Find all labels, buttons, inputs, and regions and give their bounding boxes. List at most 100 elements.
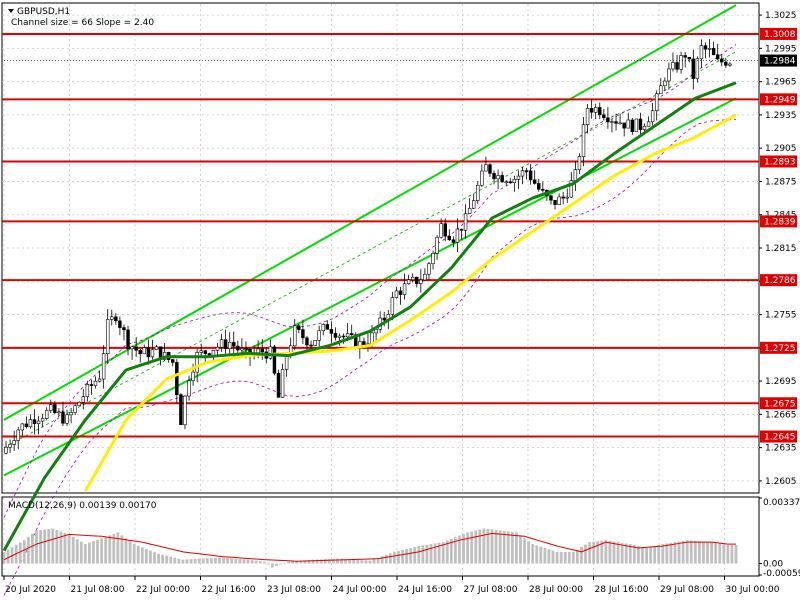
macd-bar xyxy=(336,558,339,564)
macd-bar xyxy=(295,560,299,564)
macd-bar xyxy=(148,550,152,564)
candle xyxy=(598,102,602,120)
candle xyxy=(610,118,614,133)
macd-bar xyxy=(620,542,624,564)
candle xyxy=(110,309,114,326)
macd-bar xyxy=(502,530,506,564)
price-tick-label: 1.2665 xyxy=(765,410,797,420)
candle xyxy=(484,156,488,172)
macd-bar xyxy=(26,536,30,564)
candle xyxy=(65,409,69,426)
macd-bar xyxy=(360,560,364,564)
macd-bar xyxy=(388,553,392,564)
macd-bar xyxy=(71,536,75,564)
macd-bar xyxy=(67,534,71,564)
macd-bar xyxy=(364,560,368,564)
candle xyxy=(496,169,500,190)
candle xyxy=(394,286,399,299)
macd-bar xyxy=(157,553,160,564)
candle xyxy=(175,359,179,404)
macd-bar xyxy=(43,529,47,564)
macd-bar xyxy=(575,549,579,564)
macd-bar xyxy=(722,544,726,564)
macd-bar xyxy=(307,559,311,564)
price-grid xyxy=(2,4,759,492)
candle xyxy=(549,195,553,205)
macd-bar xyxy=(397,550,400,564)
candle xyxy=(53,400,57,415)
candle xyxy=(451,236,456,248)
macd-bar xyxy=(514,532,518,564)
macd-bar xyxy=(628,544,632,564)
macd-axis: 0.00337 0.00-0.00059 xyxy=(759,497,800,579)
candle xyxy=(634,118,639,132)
candle xyxy=(463,204,468,239)
candle xyxy=(32,409,37,435)
candle xyxy=(524,167,529,180)
candle xyxy=(659,77,663,95)
macd-signal-polyline xyxy=(3,532,736,562)
macd-bar xyxy=(425,544,429,564)
candle xyxy=(81,389,86,410)
level-tag: 1.2893 xyxy=(760,155,797,168)
collapse-triangle-icon[interactable] xyxy=(8,9,14,13)
macd-bar xyxy=(132,544,136,564)
macd-bar xyxy=(702,541,705,564)
macd-bar xyxy=(222,557,226,564)
candle xyxy=(476,181,480,204)
macd-bar xyxy=(275,563,278,566)
candle xyxy=(138,348,142,363)
candle xyxy=(179,392,183,426)
macd-bar xyxy=(185,559,189,564)
macd-bar xyxy=(315,559,319,564)
candle xyxy=(699,39,704,68)
macd-bar xyxy=(372,559,376,564)
time-tick-label: 24 Jul 00:00 xyxy=(333,585,387,595)
macd-bar xyxy=(214,558,217,564)
price-tick-label: 1.2875 xyxy=(765,177,797,187)
time-tick-label: 22 Jul 16:00 xyxy=(202,585,256,595)
macd-bar xyxy=(287,561,291,564)
macd-bar xyxy=(291,561,295,564)
candle xyxy=(711,41,716,56)
candle xyxy=(565,188,569,203)
level-price-tags: 1.3008 1.2949 1.2893 1.2839 1.2786 1.2725 1.26… xyxy=(4,27,797,443)
candle xyxy=(402,273,407,300)
candle xyxy=(219,333,224,352)
candle xyxy=(724,58,728,69)
macd-bar xyxy=(270,563,274,568)
candle xyxy=(614,113,618,131)
candle xyxy=(97,370,102,383)
candle xyxy=(410,273,415,283)
macd-bar xyxy=(697,541,701,564)
macd-bar xyxy=(714,542,718,564)
price-tick-label: 1.2965 xyxy=(765,78,797,88)
macd-bar xyxy=(458,535,461,564)
candle xyxy=(12,430,16,451)
price-pane-frame xyxy=(1,2,760,494)
macd-bar xyxy=(6,549,10,564)
macd-bar xyxy=(22,540,26,564)
price-tick-label: 1.2605 xyxy=(765,477,797,487)
candle xyxy=(585,104,590,134)
candle xyxy=(508,178,513,184)
candle xyxy=(679,51,683,74)
macd-bar xyxy=(681,540,685,564)
macd-bar xyxy=(636,546,640,564)
candle xyxy=(667,62,671,90)
envelope-bands xyxy=(3,44,737,596)
macd-bar xyxy=(466,532,470,564)
macd-bar xyxy=(433,543,437,564)
macd-bar xyxy=(474,530,478,564)
macd-bar xyxy=(124,538,128,564)
candle xyxy=(439,218,443,239)
macd-bar xyxy=(153,552,156,564)
macd-bar xyxy=(604,540,608,564)
macd-bar xyxy=(559,551,563,564)
candle xyxy=(528,164,533,185)
macd-bar xyxy=(641,547,644,564)
envelope-lower xyxy=(3,119,737,596)
macd-bar xyxy=(177,558,181,564)
sma-yellow-line xyxy=(84,113,737,492)
candle xyxy=(650,102,655,130)
